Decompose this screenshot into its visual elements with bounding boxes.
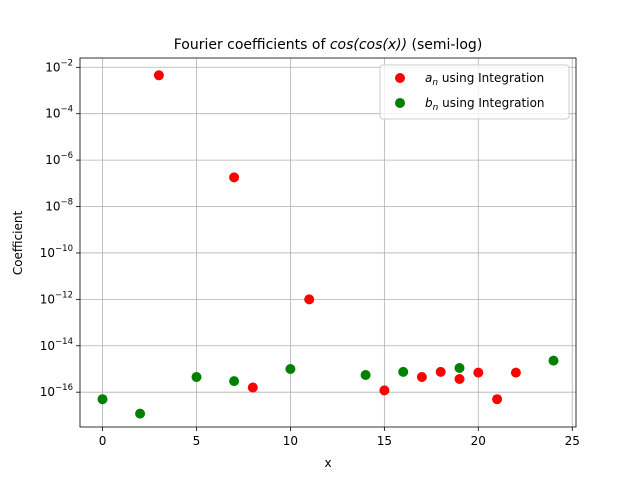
point-a bbox=[229, 172, 240, 183]
y-axis-ticks: 10−2 10−4 10−6 10−8 10−10 10−12 10−14 10−16 bbox=[40, 58, 80, 399]
x-tick-label: 20 bbox=[471, 434, 486, 448]
x-tick-label: 5 bbox=[193, 434, 201, 448]
point-a bbox=[454, 374, 465, 384]
point-b bbox=[360, 370, 371, 380]
x-tick-label: 10 bbox=[283, 434, 298, 448]
point-b bbox=[97, 394, 108, 405]
legend-box bbox=[379, 64, 570, 120]
y-tick-label: 10−4 bbox=[45, 105, 73, 121]
y-tick-label: 10−6 bbox=[45, 151, 73, 167]
y-tick-label: 10−2 bbox=[45, 58, 73, 74]
x-tick-label: 0 bbox=[99, 434, 107, 448]
point-b bbox=[135, 408, 146, 419]
legend: an using Integration bn using Integratio… bbox=[379, 64, 570, 120]
x-axis-ticks: 0 5 10 15 20 25 bbox=[99, 427, 580, 448]
point-a bbox=[492, 394, 503, 405]
legend-marker-a bbox=[395, 73, 405, 83]
point-a bbox=[435, 366, 446, 377]
point-b bbox=[191, 372, 202, 382]
legend-marker-b bbox=[395, 98, 405, 108]
y-axis-label: Coefficient bbox=[11, 211, 25, 276]
legend-label-b: bn using Integration bbox=[425, 96, 545, 113]
x-tick-label: 15 bbox=[377, 434, 392, 448]
x-axis-label: x bbox=[324, 456, 331, 470]
y-tick-label: 10−14 bbox=[40, 337, 73, 353]
y-tick-label: 10−8 bbox=[45, 198, 73, 214]
point-a bbox=[153, 70, 164, 81]
grid-lines bbox=[80, 58, 576, 427]
data-points bbox=[97, 70, 559, 419]
point-b bbox=[454, 363, 465, 373]
y-tick-label: 10−12 bbox=[40, 290, 73, 306]
point-a bbox=[379, 385, 390, 396]
point-a bbox=[304, 294, 315, 305]
point-b bbox=[548, 355, 559, 366]
chart-title: Fourier coefficients of cos(cos(x)) (sem… bbox=[174, 37, 483, 53]
point-a bbox=[247, 382, 258, 393]
point-a bbox=[473, 367, 484, 378]
point-b bbox=[398, 366, 409, 377]
point-a bbox=[510, 367, 521, 378]
point-b bbox=[229, 376, 240, 387]
point-a bbox=[416, 372, 427, 382]
plot-frame bbox=[79, 57, 577, 428]
point-b bbox=[285, 364, 296, 374]
legend-label-a: an using Integration bbox=[425, 71, 544, 88]
y-tick-label: 10−10 bbox=[40, 244, 73, 260]
x-tick-label: 25 bbox=[565, 434, 580, 448]
y-tick-label: 10−16 bbox=[40, 383, 73, 399]
